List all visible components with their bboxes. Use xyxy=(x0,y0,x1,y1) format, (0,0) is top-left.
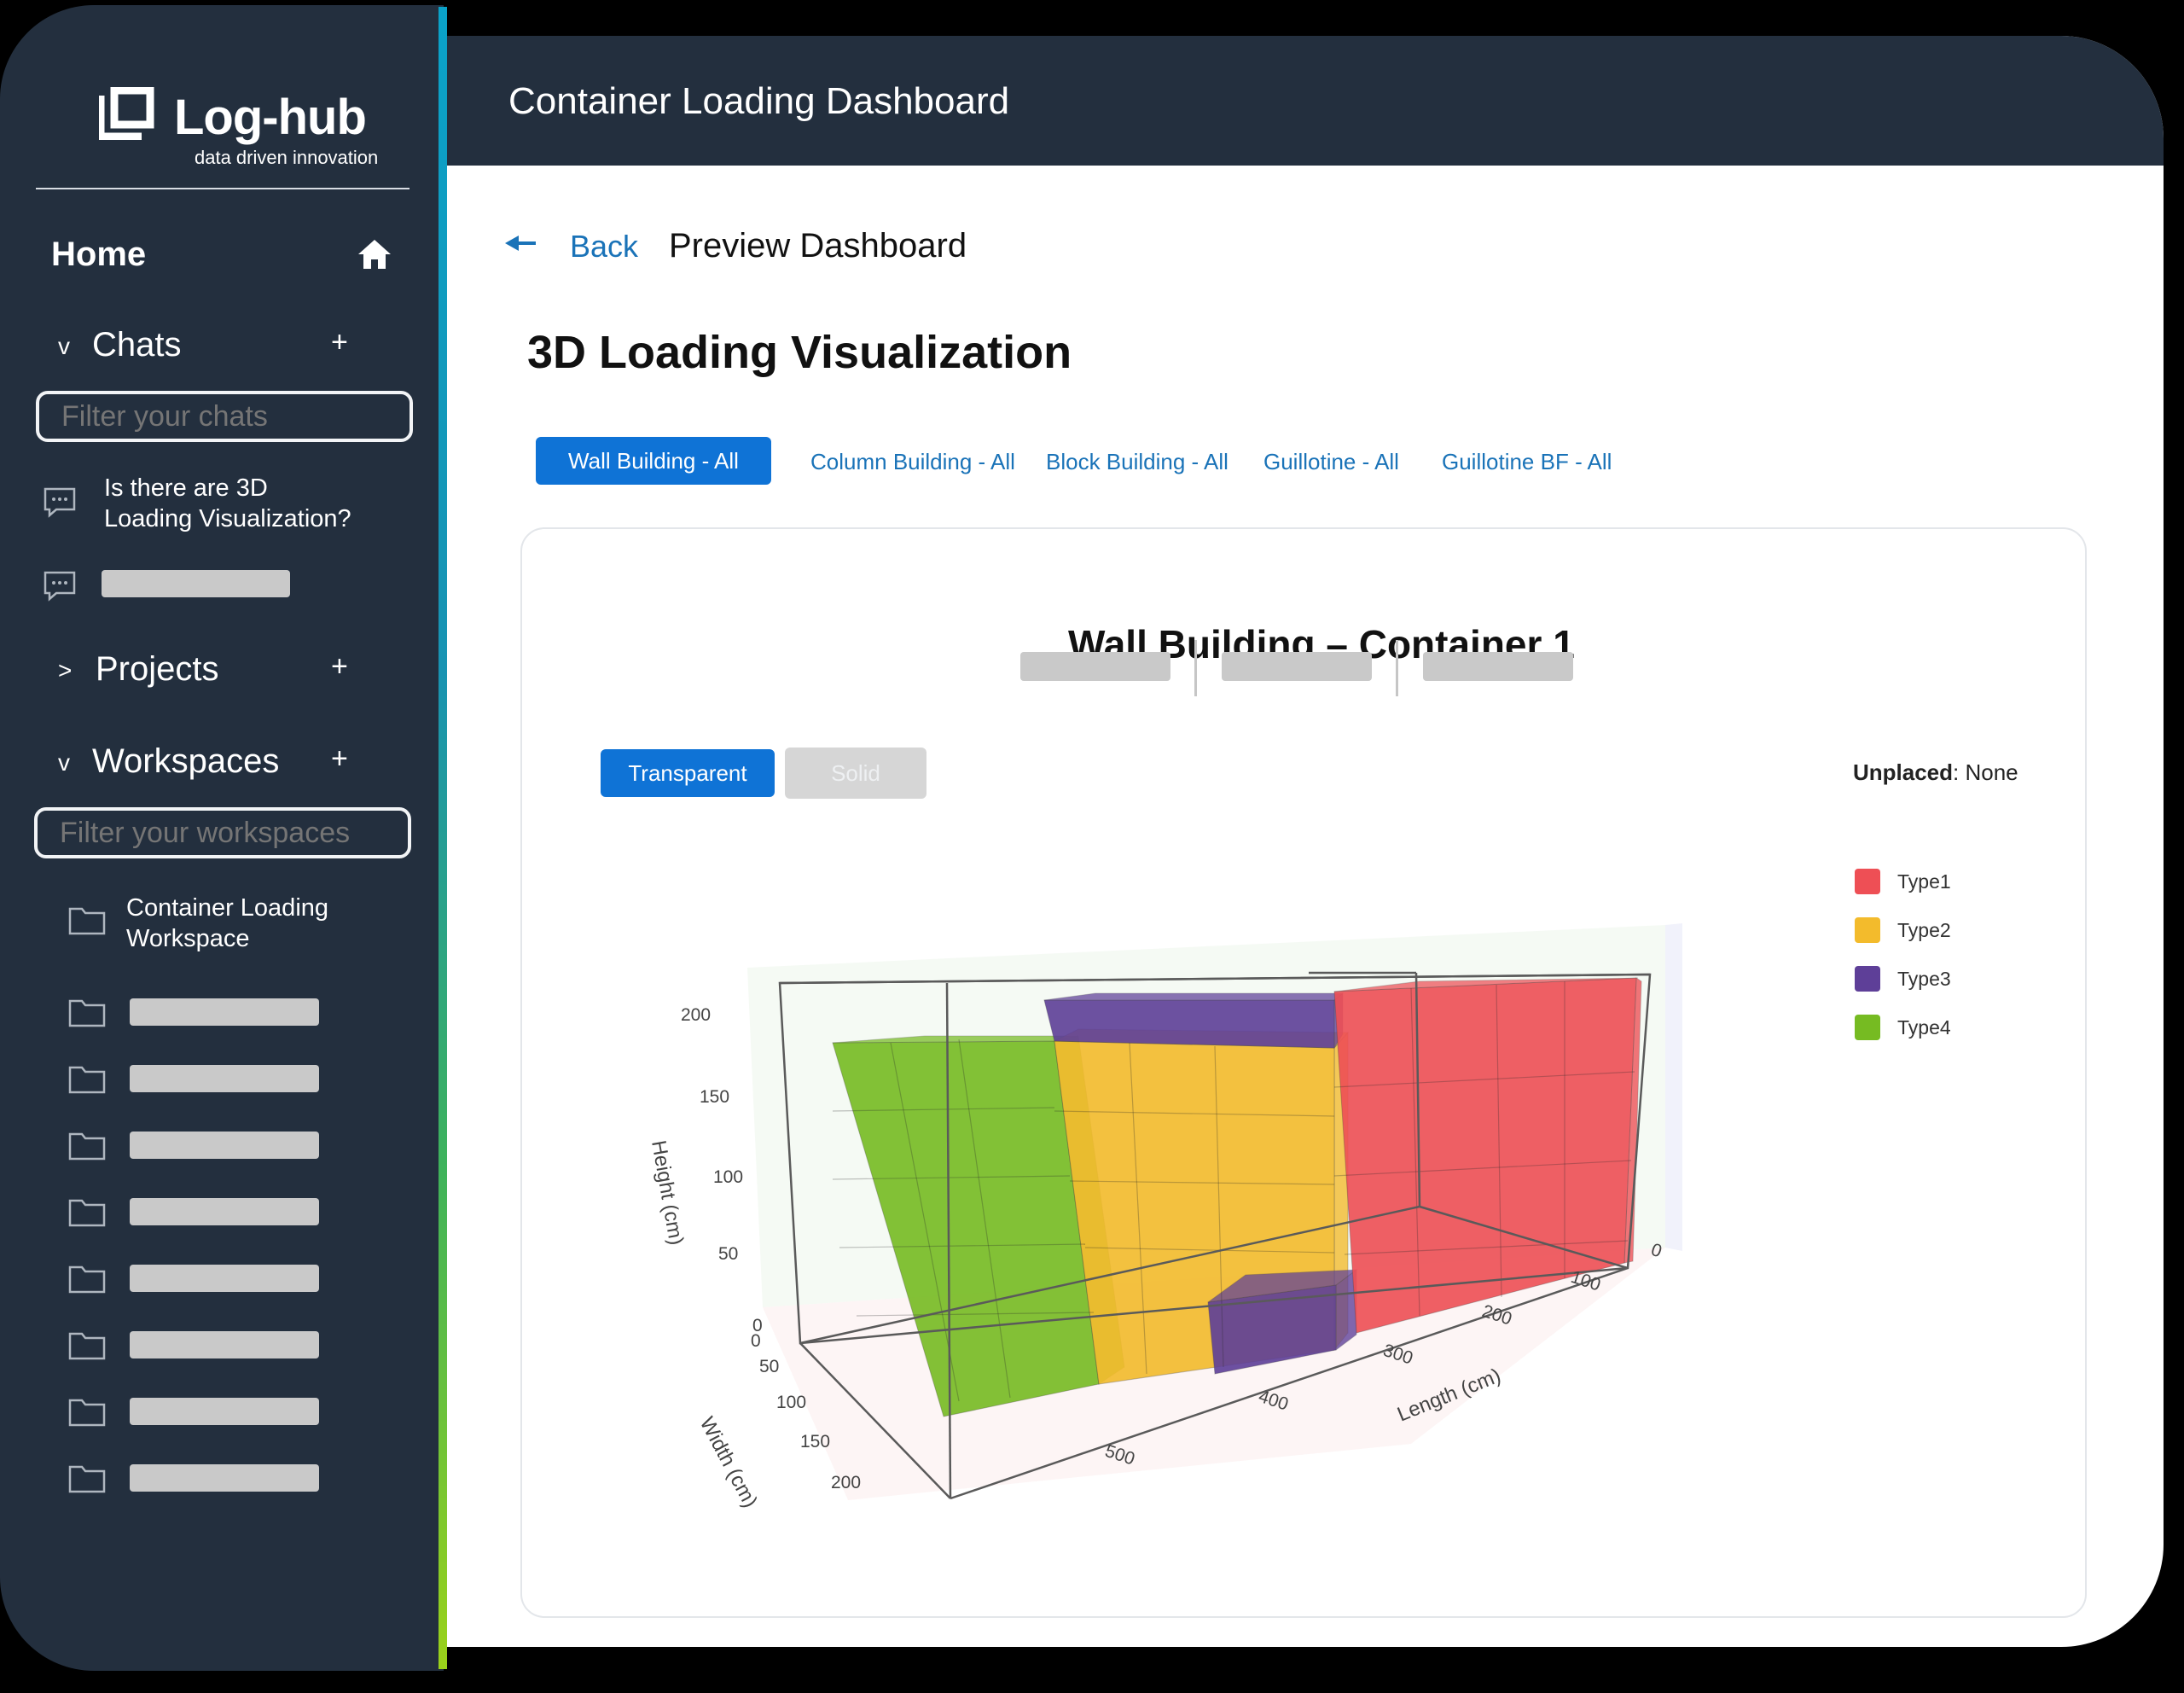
sidebar-section-projects[interactable]: > Projects + xyxy=(55,645,362,696)
home-label: Home xyxy=(51,236,147,273)
unplaced-value: : None xyxy=(1953,759,2018,785)
home-icon xyxy=(358,240,391,269)
unplaced-status: Unplaced: None xyxy=(1853,759,2018,786)
back-link[interactable]: Back xyxy=(570,229,639,264)
workspace-item[interactable] xyxy=(68,1063,410,1097)
chevron-down-icon[interactable]: v xyxy=(58,333,70,359)
transparent-view-button[interactable]: Transparent xyxy=(601,749,775,797)
folder-icon xyxy=(68,1265,106,1294)
sidebar-accent-bar xyxy=(439,7,447,1669)
add-chat-button[interactable]: + xyxy=(331,326,348,358)
folder-icon xyxy=(68,1465,106,1493)
tab-guillotine[interactable]: Guillotine - All xyxy=(1263,449,1399,474)
stat-divider xyxy=(1194,640,1197,696)
projects-label: Projects xyxy=(96,650,219,688)
sidebar-divider xyxy=(36,188,410,189)
chat-item-title-line1: Is there are 3D xyxy=(104,474,268,502)
workspace-item-placeholder xyxy=(130,998,319,1026)
tab-wall-building[interactable]: Wall Building - All xyxy=(536,437,771,485)
folder-icon xyxy=(68,999,106,1027)
legend-swatch xyxy=(1855,917,1880,943)
chat-item[interactable] xyxy=(43,565,418,602)
tab-column-building[interactable]: Column Building - All xyxy=(810,449,1015,474)
stat-placeholder xyxy=(1020,652,1170,681)
chevron-down-icon[interactable]: v xyxy=(58,749,70,776)
workspace-item[interactable]: Container Loading Workspace xyxy=(68,893,410,961)
chat-item-title-line2: Loading Visualization? xyxy=(104,505,351,532)
brand-logo[interactable]: Log-hub data driven innovation xyxy=(99,87,415,172)
legend-label: Type1 xyxy=(1897,870,1951,893)
legend-swatch xyxy=(1855,1015,1880,1040)
visualization-card xyxy=(520,527,2087,1618)
chat-item-placeholder xyxy=(102,570,290,597)
add-workspace-button[interactable]: + xyxy=(331,742,348,775)
workspace-item-title-line1: Container Loading xyxy=(126,894,329,922)
chat-filter-input[interactable] xyxy=(36,391,413,442)
stat-placeholder xyxy=(1222,652,1372,681)
workspace-item-placeholder xyxy=(130,1265,319,1292)
workspace-item[interactable] xyxy=(68,1329,410,1364)
workspace-item[interactable] xyxy=(68,1130,410,1164)
folder-icon xyxy=(68,1332,106,1360)
folder-icon xyxy=(68,1066,106,1094)
tab-guillotine-bf[interactable]: Guillotine BF - All xyxy=(1442,449,1612,474)
workspace-item-placeholder xyxy=(130,1132,319,1159)
brand-tagline: data driven innovation xyxy=(195,147,379,168)
sidebar: Log-hub data driven innovation Home v Ch… xyxy=(0,5,444,1671)
folder-icon xyxy=(68,1399,106,1427)
folder-icon xyxy=(68,1199,106,1227)
page-title: 3D Loading Visualization xyxy=(527,327,1072,378)
page-header-title: Container Loading Dashboard xyxy=(508,80,1010,122)
sidebar-item-home[interactable]: Home xyxy=(51,229,410,280)
legend-swatch xyxy=(1855,869,1880,894)
logo-icon xyxy=(99,87,154,140)
workspace-item-placeholder xyxy=(130,1464,319,1492)
workspace-item-placeholder xyxy=(130,1398,319,1425)
main-content: Container Loading Dashboard Back Preview… xyxy=(447,36,2164,1647)
brand-name: Log-hub xyxy=(174,90,367,145)
chevron-right-icon[interactable]: > xyxy=(58,657,73,684)
workspace-item-title-line2: Workspace xyxy=(126,925,250,952)
sidebar-section-workspaces[interactable]: v Workspaces + xyxy=(55,737,362,788)
back-arrow-icon[interactable] xyxy=(503,234,539,253)
folder-icon xyxy=(68,1132,106,1161)
tab-block-building[interactable]: Block Building - All xyxy=(1046,449,1228,474)
chats-label: Chats xyxy=(92,326,182,364)
solid-view-button[interactable]: Solid xyxy=(785,748,926,799)
workspace-item[interactable] xyxy=(68,1463,410,1497)
workspaces-label: Workspaces xyxy=(92,742,280,780)
workspace-item-placeholder xyxy=(130,1331,319,1358)
workspace-item[interactable] xyxy=(68,997,410,1031)
add-project-button[interactable]: + xyxy=(331,650,348,683)
legend-label: Type4 xyxy=(1897,1016,1951,1038)
legend-label: Type3 xyxy=(1897,968,1951,990)
workspace-item-placeholder xyxy=(130,1065,319,1092)
workspace-item-placeholder xyxy=(130,1198,319,1225)
sidebar-section-chats[interactable]: v Chats + xyxy=(55,321,362,372)
unplaced-label: Unplaced xyxy=(1853,759,1954,785)
chat-bubble-icon xyxy=(44,571,76,602)
chat-item[interactable]: Is there are 3D Loading Visualization? xyxy=(43,473,418,541)
chat-bubble-icon xyxy=(44,487,76,518)
workspace-item[interactable] xyxy=(68,1396,410,1430)
legend-swatch xyxy=(1855,966,1880,992)
workspace-item[interactable] xyxy=(68,1263,410,1297)
workspace-filter-input[interactable] xyxy=(34,807,411,858)
folder-icon xyxy=(68,907,106,935)
stat-divider xyxy=(1396,640,1398,696)
top-header: Container Loading Dashboard xyxy=(447,36,2164,166)
legend-label: Type2 xyxy=(1897,919,1951,941)
workspace-item[interactable] xyxy=(68,1196,410,1230)
stat-placeholder xyxy=(1423,652,1573,681)
breadcrumb-current: Preview Dashboard xyxy=(669,227,967,265)
